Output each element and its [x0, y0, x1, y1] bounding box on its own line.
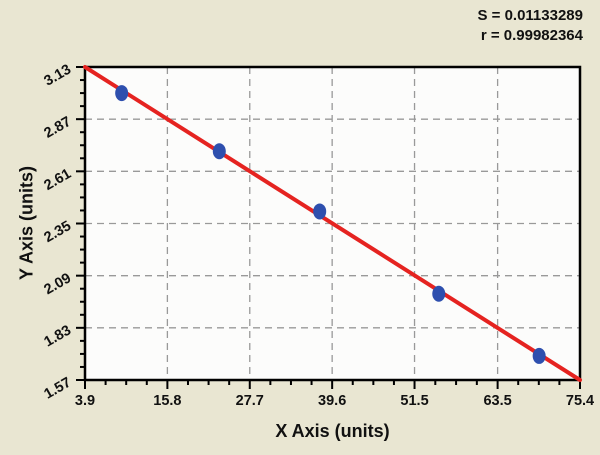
y-tick-label: 3.13 — [42, 62, 74, 90]
y-tick-label: 2.09 — [42, 270, 74, 298]
x-tick-label: 3.9 — [75, 393, 95, 409]
y-axis-title: Y Axis (units) — [16, 165, 37, 281]
data-point — [532, 347, 546, 364]
plot-frame — [83, 65, 582, 382]
data-point — [313, 203, 327, 220]
y-tick-label: 1.57 — [42, 375, 74, 403]
x-tick-label: 63.5 — [483, 393, 511, 409]
stat-s-value: S = 0.01133289 — [477, 7, 583, 24]
y-tick-label: 2.61 — [42, 166, 74, 194]
y-tick-label: 1.83 — [42, 322, 74, 350]
data-point — [432, 285, 446, 302]
stats-annotation: S = 0.01133289 r = 0.99982364 — [477, 6, 583, 46]
fit-line — [83, 65, 582, 382]
y-tick-label: 2.35 — [42, 218, 74, 246]
stat-r-value: r = 0.99982364 — [480, 27, 583, 44]
x-tick-label: 75.4 — [566, 393, 594, 409]
x-tick-label: 39.6 — [318, 393, 346, 409]
x-axis-title: X Axis (units) — [275, 421, 390, 441]
data-point — [115, 85, 129, 102]
x-tick-label: 27.7 — [236, 393, 264, 409]
y-tick-label: 2.87 — [42, 114, 74, 142]
x-tick-label: 51.5 — [400, 393, 428, 409]
x-tick-label: 15.8 — [153, 393, 181, 409]
data-point — [212, 143, 226, 160]
